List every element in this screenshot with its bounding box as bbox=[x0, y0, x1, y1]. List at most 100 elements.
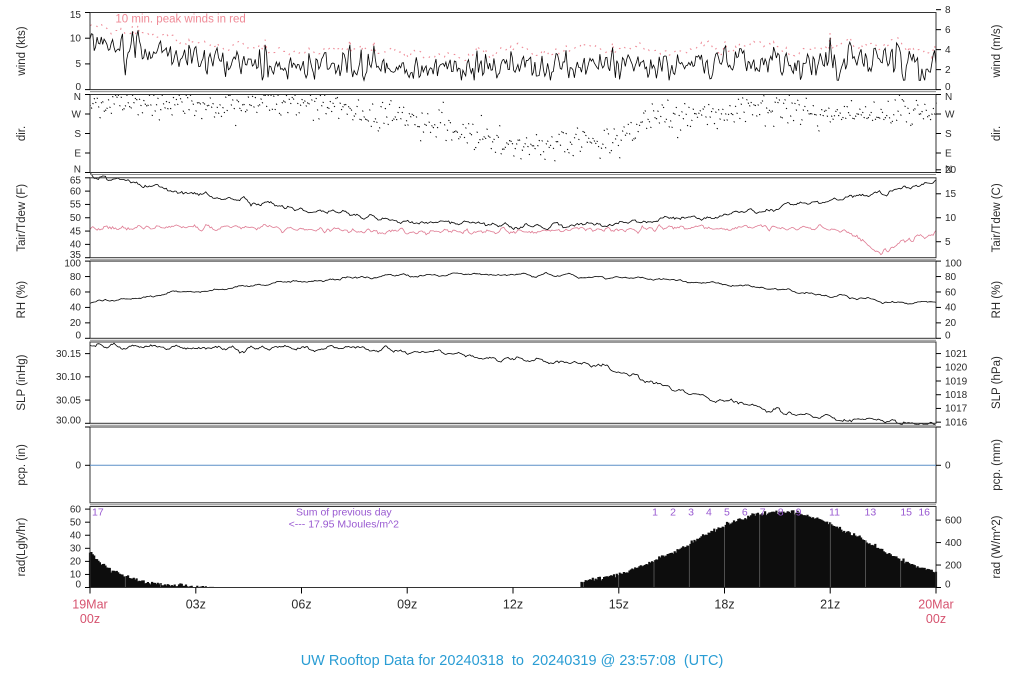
svg-text:5: 5 bbox=[724, 507, 730, 519]
svg-text:15: 15 bbox=[945, 189, 957, 200]
svg-text:15: 15 bbox=[900, 507, 912, 519]
svg-text:1020: 1020 bbox=[945, 363, 968, 374]
svg-text:10: 10 bbox=[70, 34, 82, 45]
svg-text:10: 10 bbox=[945, 213, 957, 224]
svg-text:50: 50 bbox=[70, 517, 82, 528]
svg-text:wind (kts): wind (kts) bbox=[16, 26, 28, 76]
svg-text:4: 4 bbox=[945, 45, 951, 56]
svg-text:4: 4 bbox=[706, 507, 712, 519]
svg-text:1017: 1017 bbox=[945, 404, 968, 415]
svg-text:10 min. peak winds in red: 10 min. peak winds in red bbox=[115, 14, 245, 26]
svg-text:200: 200 bbox=[945, 560, 962, 571]
svg-text:60: 60 bbox=[70, 287, 82, 298]
svg-text:100: 100 bbox=[945, 259, 962, 270]
svg-text:wind (m/s): wind (m/s) bbox=[991, 24, 1003, 78]
svg-text:30.10: 30.10 bbox=[56, 372, 81, 383]
svg-text:06z: 06z bbox=[291, 598, 311, 612]
svg-text:11: 11 bbox=[829, 507, 840, 519]
svg-text:SLP (hPa): SLP (hPa) bbox=[991, 356, 1003, 409]
svg-text:13: 13 bbox=[865, 507, 877, 519]
svg-text:W: W bbox=[945, 109, 955, 120]
svg-text:30.15: 30.15 bbox=[56, 349, 81, 360]
svg-text:0: 0 bbox=[75, 580, 81, 591]
svg-text:65: 65 bbox=[70, 175, 82, 186]
svg-text:12z: 12z bbox=[503, 598, 523, 612]
svg-text:pcp. (in): pcp. (in) bbox=[16, 444, 28, 486]
svg-text:RH (%): RH (%) bbox=[991, 281, 1003, 319]
svg-text:1018: 1018 bbox=[945, 390, 968, 401]
svg-text:50: 50 bbox=[70, 213, 82, 224]
svg-text:5: 5 bbox=[75, 59, 81, 70]
svg-text:0: 0 bbox=[945, 461, 951, 472]
svg-text:0: 0 bbox=[75, 331, 81, 342]
svg-text:16: 16 bbox=[918, 507, 930, 519]
svg-text:03z: 03z bbox=[186, 598, 206, 612]
svg-text:30.05: 30.05 bbox=[56, 395, 81, 406]
svg-text:S: S bbox=[74, 129, 81, 140]
svg-text:3: 3 bbox=[688, 507, 694, 519]
svg-text:2: 2 bbox=[945, 65, 951, 76]
svg-text:20: 20 bbox=[945, 165, 957, 176]
svg-text:1: 1 bbox=[652, 507, 658, 519]
svg-text:N: N bbox=[74, 165, 81, 176]
svg-text:19Mar: 19Mar bbox=[72, 598, 107, 612]
svg-text:20: 20 bbox=[945, 318, 957, 329]
svg-text:400: 400 bbox=[945, 538, 962, 549]
svg-text:100: 100 bbox=[64, 259, 81, 270]
svg-text:pcp. (mm): pcp. (mm) bbox=[991, 439, 1003, 491]
svg-text:rad(Lgly/hr): rad(Lgly/hr) bbox=[16, 517, 28, 576]
svg-text:Sum of previous day: Sum of previous day bbox=[296, 507, 392, 519]
svg-text:60: 60 bbox=[945, 287, 957, 298]
svg-text:20Mar: 20Mar bbox=[918, 598, 953, 612]
svg-text:15: 15 bbox=[70, 10, 82, 21]
svg-text:21z: 21z bbox=[820, 598, 840, 612]
svg-text:60: 60 bbox=[70, 504, 82, 515]
svg-text:6: 6 bbox=[945, 25, 951, 36]
svg-text:55: 55 bbox=[70, 200, 82, 211]
svg-text:<--- 17.95 MJoules/m^2: <--- 17.95 MJoules/m^2 bbox=[289, 519, 399, 531]
svg-text:15z: 15z bbox=[609, 598, 629, 612]
svg-text:0: 0 bbox=[75, 461, 81, 472]
svg-text:8: 8 bbox=[778, 507, 784, 519]
svg-text:09z: 09z bbox=[397, 598, 417, 612]
svg-text:S: S bbox=[945, 129, 952, 140]
svg-text:1019: 1019 bbox=[945, 376, 968, 387]
svg-text:1016: 1016 bbox=[945, 417, 968, 428]
svg-text:9: 9 bbox=[796, 507, 802, 519]
svg-text:N: N bbox=[74, 92, 81, 103]
svg-text:60: 60 bbox=[70, 186, 82, 197]
svg-text:2: 2 bbox=[670, 507, 676, 519]
svg-text:1021: 1021 bbox=[945, 349, 968, 360]
svg-text:45: 45 bbox=[70, 226, 82, 237]
svg-text:40: 40 bbox=[70, 531, 82, 542]
svg-text:dir.: dir. bbox=[991, 126, 1003, 141]
svg-text:N: N bbox=[945, 92, 952, 103]
svg-text:Tair/Tdew (C): Tair/Tdew (C) bbox=[991, 183, 1003, 252]
svg-text:40: 40 bbox=[70, 303, 82, 314]
svg-text:00z: 00z bbox=[80, 612, 100, 626]
svg-text:5: 5 bbox=[945, 237, 951, 248]
svg-text:00z: 00z bbox=[926, 612, 946, 626]
svg-text:10: 10 bbox=[70, 570, 82, 581]
svg-text:E: E bbox=[74, 148, 81, 159]
svg-text:SLP (inHg): SLP (inHg) bbox=[16, 354, 28, 410]
svg-text:600: 600 bbox=[945, 515, 962, 526]
svg-text:40: 40 bbox=[945, 303, 957, 314]
svg-text:80: 80 bbox=[70, 272, 82, 283]
svg-text:Tair/Tdew (F): Tair/Tdew (F) bbox=[16, 184, 28, 252]
svg-text:7: 7 bbox=[760, 507, 766, 519]
svg-text:E: E bbox=[945, 148, 952, 159]
svg-text:0: 0 bbox=[945, 331, 951, 342]
svg-text:8: 8 bbox=[945, 5, 951, 16]
svg-text:UW Rooftop Data for 20240318: UW Rooftop Data for 20240318 to 20240319… bbox=[301, 653, 724, 669]
svg-text:30.00: 30.00 bbox=[56, 416, 81, 427]
svg-text:20: 20 bbox=[70, 557, 82, 568]
svg-text:0: 0 bbox=[945, 580, 951, 591]
svg-text:rad (W/m^2): rad (W/m^2) bbox=[991, 515, 1003, 578]
svg-text:80: 80 bbox=[945, 272, 957, 283]
svg-text:6: 6 bbox=[742, 507, 748, 519]
svg-text:dir.: dir. bbox=[16, 126, 28, 141]
svg-text:30: 30 bbox=[70, 544, 82, 555]
svg-text:20: 20 bbox=[70, 318, 82, 329]
svg-text:W: W bbox=[72, 109, 82, 120]
